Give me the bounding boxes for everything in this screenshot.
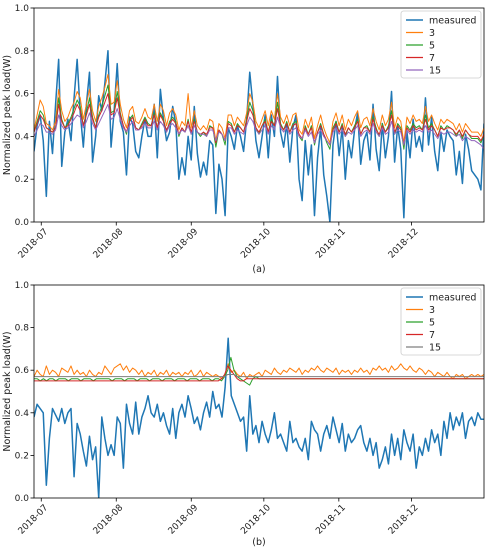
y-tick-label: 0.2 (15, 451, 29, 461)
legend-label-s15: 15 (429, 65, 441, 76)
series-line-s3 (34, 73, 484, 144)
y-tick-label: 0.8 (15, 324, 30, 334)
y-tick-label: 1.0 (15, 281, 30, 291)
legend-label-s3: 3 (429, 28, 435, 39)
y-tick-label: 0.0 (15, 494, 30, 504)
legend-box (400, 287, 482, 356)
legend-label-s5: 5 (429, 40, 435, 51)
legend-box (400, 10, 482, 79)
legend: measured 35 715 (400, 10, 482, 79)
legend-label-s15: 15 (429, 342, 441, 353)
y-tick-label: 1.0 (15, 4, 30, 14)
plot-frame (33, 284, 485, 499)
y-tick-label: 0.6 (15, 90, 30, 100)
plot-frame (33, 7, 485, 223)
series-line-s7 (34, 93, 484, 146)
y-axis-label: Normalized peak load(W) (2, 55, 13, 175)
y-tick-label: 0.2 (15, 175, 29, 185)
legend-label-s5: 5 (429, 317, 435, 328)
series-line-s3 (34, 363, 484, 380)
panel-caption: (a) (252, 264, 265, 275)
y-tick-label: 0.0 (15, 218, 30, 228)
series-line-s15 (34, 373, 484, 378)
y-tick-label: 0.8 (15, 47, 30, 57)
series-line-measured (34, 337, 484, 498)
series-lines (34, 337, 484, 498)
series-lines (34, 50, 484, 222)
y-tick-label: 0.6 (15, 366, 30, 376)
legend-label-s7: 7 (429, 330, 435, 341)
y-axis-label: Normalized peak load(W) (2, 331, 13, 451)
legend-label-measured: measured (429, 292, 476, 303)
y-tick-label: 0.4 (15, 132, 30, 142)
series-line-s15 (34, 103, 484, 150)
legend-label-s3: 3 (429, 305, 435, 316)
legend-label-s7: 7 (429, 53, 435, 64)
y-tick-label: 0.4 (15, 409, 30, 419)
legend-label-measured: measured (429, 15, 476, 26)
legend: measured 35 715 (400, 287, 482, 356)
series-line-s7 (34, 365, 484, 382)
panel-caption: (b) (252, 537, 265, 548)
